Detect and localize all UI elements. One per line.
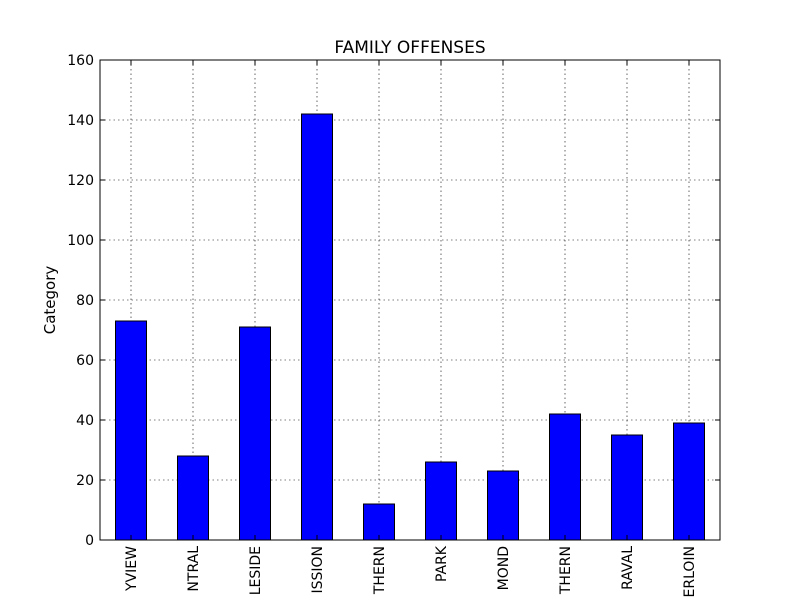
y-tick-label: 160 (67, 53, 94, 69)
bar-bayview (115, 320, 147, 541)
chart-title: FAMILY OFFENSES (334, 38, 485, 58)
bar-tenderloin (673, 422, 705, 541)
x-tick-label: NTRAL (186, 546, 202, 592)
x-tick-label: PARK (434, 545, 450, 582)
bar-northern (363, 503, 395, 541)
bar-park (425, 461, 457, 541)
y-tick-label: 60 (76, 353, 94, 369)
y-axis-ticks: 0 20 40 60 80 100 120 140 160 (67, 53, 720, 549)
x-tick-label: RAVAL (620, 546, 636, 590)
bar-central (177, 455, 209, 541)
y-tick-label: 120 (67, 173, 94, 189)
x-tick-label: YVIEW (124, 546, 140, 592)
x-axis-ticks: YVIEW NTRAL LESIDE ISSION THERN PARK MOND THERN… (124, 60, 698, 598)
bar-southern (549, 413, 581, 541)
y-tick-label: 0 (85, 533, 94, 549)
y-tick-label: 100 (67, 233, 94, 249)
x-tick-label: ISSION (310, 546, 326, 594)
x-tick-label: MOND (496, 546, 512, 590)
y-axis-label: Category (41, 266, 59, 335)
x-tick-label: ERLOIN (682, 546, 698, 598)
bar-mission (301, 113, 333, 541)
x-tick-label: LESIDE (248, 546, 264, 595)
y-tick-label: 20 (76, 473, 94, 489)
y-tick-label: 40 (76, 413, 94, 429)
y-tick-label: 80 (76, 293, 94, 309)
bar-ingleside (239, 326, 271, 541)
bar-richmond (487, 470, 519, 541)
x-tick-label: THERN (558, 546, 574, 595)
bar-taraval (611, 434, 643, 541)
y-tick-label: 140 (67, 113, 94, 129)
x-tick-label: THERN (372, 546, 388, 595)
bars (115, 113, 705, 541)
